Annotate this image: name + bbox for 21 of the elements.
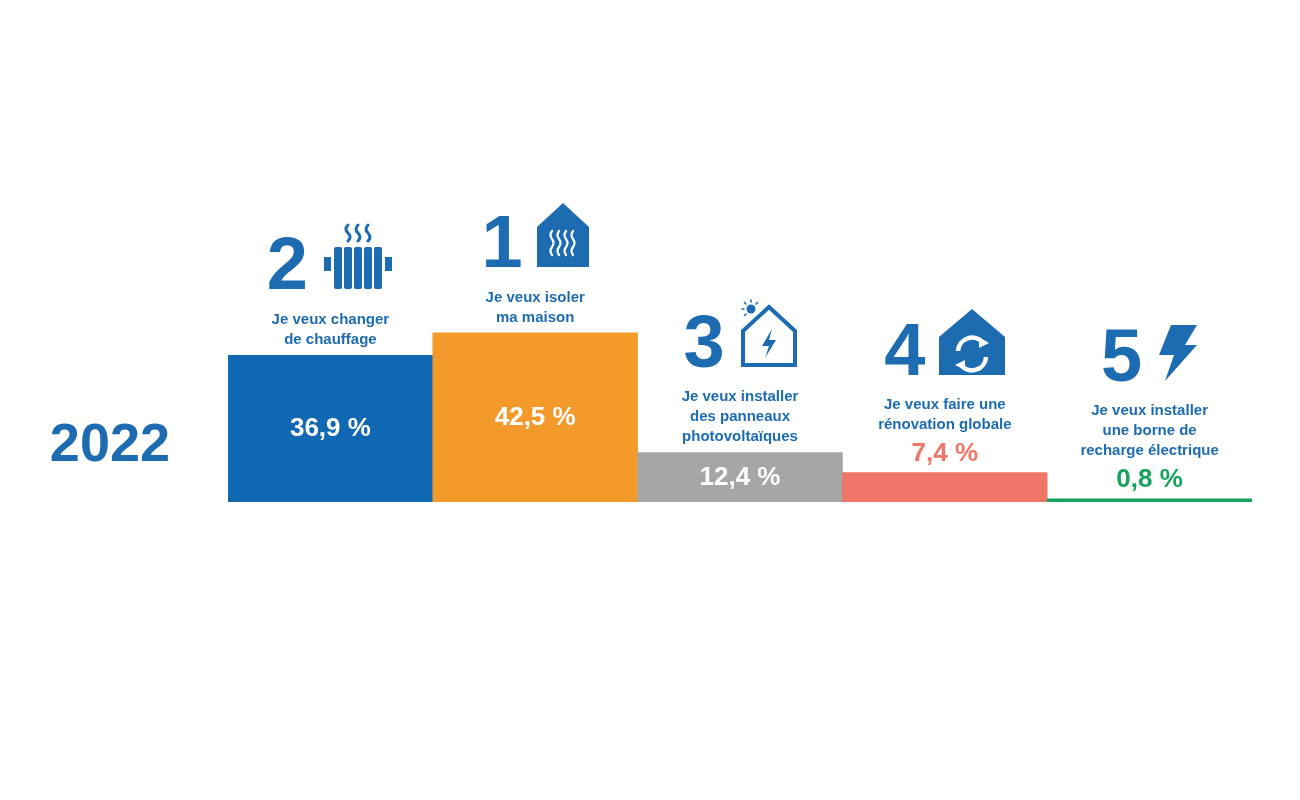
data-label: 36,9 % [289,411,371,442]
annotation: 5 [1101,313,1143,397]
data-label: 42,5 % [494,400,576,431]
x-tick-label: Je veux changer de chauffage [271,309,390,347]
data-label: 0,8 % [1116,462,1183,493]
data-label: 12,4 % [699,460,781,491]
x-tick-label: Je veux isoler ma maison [485,287,585,325]
series-label: 2022 [49,411,170,472]
x-tick-label: Je veux installer une borne de recharge électrique [1080,401,1219,459]
annotation: 4 [884,307,926,391]
bar [842,472,1048,502]
bar [432,332,638,502]
text: 2 [266,222,308,306]
bar [637,452,843,502]
text: 1 [481,199,523,283]
x-tick-label: Je veux installer des panneaux photovoltaïques [681,387,799,445]
bar [1046,498,1252,502]
data-label: 7,4 % [911,436,979,467]
bar [228,354,434,502]
x-tick-label: Je veux faire une rénovation globale [878,395,1012,433]
annotation: 3 [683,299,725,383]
